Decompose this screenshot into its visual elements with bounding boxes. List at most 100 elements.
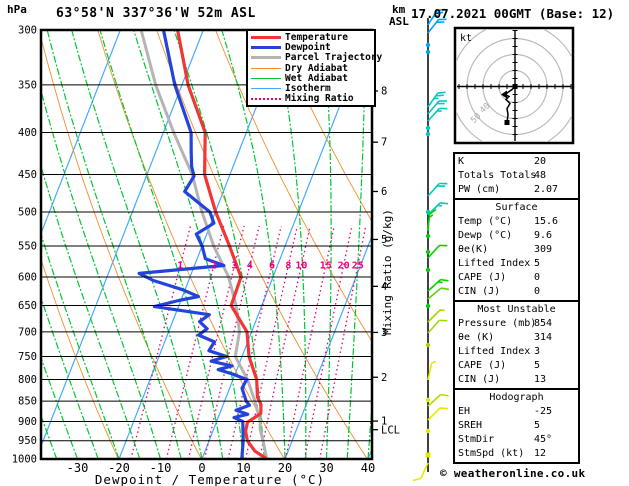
wind-barb — [427, 309, 445, 323]
station-title: 63°58'N 337°36'W 52m ASL — [56, 6, 256, 21]
isobar-grid — [41, 29, 372, 460]
table-row: SREH 5 — [458, 419, 575, 433]
wind-barb — [425, 233, 431, 239]
svg-text:7: 7 — [381, 137, 387, 149]
table-row: Totals Totals 48 — [458, 169, 575, 183]
row-label: PW (cm) — [458, 184, 501, 195]
table-row: Dewp (°C) 9.6 — [458, 229, 575, 243]
indices-tables: K 20 Totals Totals 48 PW (cm) 2.07 Surface Temp… — [453, 152, 580, 464]
table-row: Pressure (mb) 854 — [458, 317, 575, 331]
wind-barb — [427, 91, 446, 108]
svg-text:500: 500 — [18, 207, 37, 219]
legend-label: Dry Adiabat — [285, 62, 348, 74]
wind-barb — [427, 182, 448, 197]
wind-barb — [427, 360, 436, 381]
row-label: Lifted Index — [458, 258, 531, 269]
section-title: Hodograph — [489, 392, 544, 403]
wind-barb — [427, 107, 448, 122]
row-label: CAPE (J) — [458, 272, 507, 283]
temperature-tick-labels: -30 -20 -10 0 10 20 30 40 — [67, 461, 376, 475]
date-title: 17.07.2021 00GMT (Base: 12) — [411, 6, 615, 21]
legend-item: Wet Adiabat — [248, 73, 374, 84]
table-row: PW (cm) 2.07 — [458, 183, 575, 197]
row-value: 314 — [534, 332, 553, 343]
row-label: θe(K) — [458, 244, 489, 255]
wind-barb — [425, 342, 431, 348]
wind-barb — [427, 8, 446, 26]
legend-label: Isotherm — [285, 83, 331, 95]
svg-text:300: 300 — [18, 25, 37, 37]
legend-label: Parcel Trajectory — [285, 52, 383, 64]
svg-text:700: 700 — [18, 326, 37, 338]
row-value: 854 — [534, 318, 553, 329]
table-row: Temp (°C) 15.6 — [458, 215, 575, 229]
lcl-label: LCL — [381, 425, 400, 437]
row-label: CIN (J) — [458, 374, 501, 385]
row-value: 0 — [534, 286, 541, 297]
svg-text:8: 8 — [285, 261, 291, 272]
legend-swatch-solid — [251, 45, 281, 49]
wind-barb — [427, 208, 437, 232]
legend-label: Mixing Ratio — [285, 93, 354, 105]
row-value: 45° — [534, 434, 553, 445]
wind-barb — [427, 393, 449, 407]
svg-text:20: 20 — [338, 261, 350, 272]
wind-barb — [427, 319, 448, 334]
svg-text:900: 900 — [18, 416, 37, 428]
svg-text:6: 6 — [269, 261, 275, 272]
row-label: EH — [458, 406, 471, 417]
svg-text:800: 800 — [18, 374, 37, 386]
row-value: 309 — [534, 244, 553, 255]
table-row: CIN (J) 13 — [458, 373, 575, 387]
svg-text:1000: 1000 — [12, 454, 37, 466]
legend-swatch-solid — [251, 56, 281, 60]
row-label: CIN (J) — [458, 286, 501, 297]
wind-barb — [427, 287, 450, 300]
row-value: 12 — [534, 448, 547, 459]
legend-swatch-solid — [251, 35, 281, 39]
table-row: Lifted Index 5 — [458, 257, 575, 271]
wind-barb — [425, 131, 431, 137]
section-title: Surface — [495, 202, 538, 213]
indices-section: Hodograph EH -25 SREH 5 StmDir 45° StmSpd (kt) 1… — [453, 388, 580, 464]
svg-text:4: 4 — [381, 281, 387, 293]
svg-text:400: 400 — [18, 127, 37, 139]
svg-text:2: 2 — [381, 372, 387, 384]
wind-barb — [427, 18, 447, 34]
km-axis-unit: km — [392, 3, 406, 16]
legend-item: Temperature — [248, 32, 374, 43]
svg-text:750: 750 — [18, 351, 37, 363]
svg-text:3: 3 — [381, 327, 387, 339]
copyright: © weatheronline.co.uk — [440, 467, 586, 480]
table-row: EH -25 — [458, 405, 575, 419]
mixing-ratio-axis-label: Mixing Ratio (g/kg) — [381, 209, 394, 335]
svg-text:10: 10 — [236, 461, 250, 475]
row-label: K — [458, 156, 465, 167]
table-row: CAPE (J) 0 — [458, 271, 575, 285]
wind-barb — [425, 428, 431, 434]
wind-barb — [425, 125, 431, 131]
row-value: 2.07 — [534, 184, 559, 195]
wind-barb — [425, 303, 431, 309]
legend-item: Dewpoint — [248, 42, 374, 53]
svg-text:-20: -20 — [108, 461, 130, 475]
legend-swatch-dotted — [251, 97, 281, 100]
svg-text:10: 10 — [295, 261, 307, 272]
row-label: StmDir — [458, 434, 495, 445]
indices-section: Surface Temp (°C) 15.6 Dewp (°C) 9.6 θe(K) 309… — [453, 198, 580, 302]
svg-text:-30: -30 — [67, 461, 89, 475]
km-axis: 1 2 3 4 5 6 7 8 LCL — [372, 85, 400, 437]
svg-text:1: 1 — [177, 261, 183, 272]
row-value: 5 — [534, 258, 541, 269]
table-row: θe(K) 309 — [458, 243, 575, 257]
row-value: 5 — [534, 420, 541, 431]
svg-text:2: 2 — [211, 261, 217, 272]
svg-text:650: 650 — [18, 300, 37, 312]
asl-axis-unit: ASL — [389, 15, 409, 28]
table-row: CAPE (J) 5 — [458, 359, 575, 373]
temperature-axis-label: Dewpoint / Temperature (°C) — [94, 472, 326, 486]
row-value: -25 — [534, 406, 553, 417]
